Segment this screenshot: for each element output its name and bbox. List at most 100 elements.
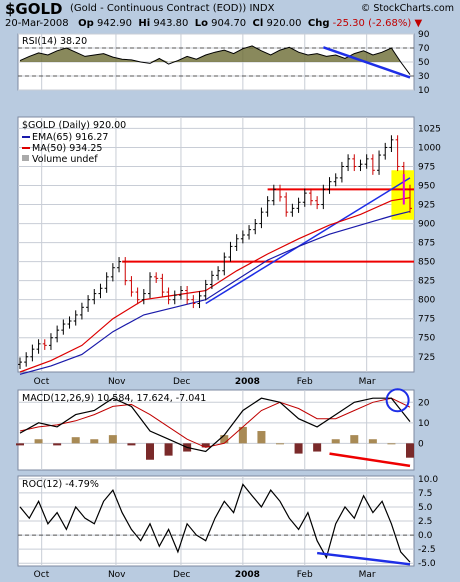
y-tick-label: 7.5 xyxy=(418,489,432,499)
chg-value: -25.30 (-2.68%) xyxy=(332,18,412,29)
volume-legend-swatch xyxy=(22,155,29,161)
y-tick-label: 30 xyxy=(418,72,430,82)
y-tick-label: 5.0 xyxy=(418,503,433,513)
x-tick-label: Dec xyxy=(173,377,190,387)
macd-histogram-bar xyxy=(387,443,396,445)
roc-trend-line xyxy=(316,551,411,566)
macd-trend-line xyxy=(329,452,411,468)
y-tick-label: 950 xyxy=(418,182,435,192)
y-tick-label: 775 xyxy=(418,315,435,325)
macd-histogram-bar xyxy=(350,435,359,444)
macd-histogram-bar xyxy=(276,443,284,445)
price-trend-line xyxy=(205,177,411,305)
x-tick-label: Dec xyxy=(173,570,190,580)
ema-legend-label: EMA(65) 916.27 xyxy=(32,132,108,143)
x-tick-label: 2008 xyxy=(235,570,260,580)
macd-histogram-bar xyxy=(238,426,247,444)
x-tick-label: Feb xyxy=(297,570,313,580)
close-value: 920.00 xyxy=(266,18,302,29)
macd-histogram-bar xyxy=(127,443,136,446)
y-tick-label: 90 xyxy=(418,30,430,40)
macd-panel xyxy=(17,389,415,471)
y-tick-label: 70 xyxy=(418,44,430,54)
y-tick-label: 725 xyxy=(418,353,435,363)
macd-histogram-bar xyxy=(34,439,43,444)
roc-title: ROC(12) -4.79% xyxy=(22,479,99,490)
roc-line xyxy=(19,483,411,563)
y-tick-label: 1025 xyxy=(418,124,441,134)
macd-histogram-bar xyxy=(53,443,62,446)
macd-histogram-bar xyxy=(406,443,414,458)
macd-histogram-bar xyxy=(108,435,117,444)
high-value: 943.80 xyxy=(153,18,189,29)
macd-highlight-circle xyxy=(385,388,410,413)
macd-histogram-bar xyxy=(220,435,229,444)
ma-legend-label: MA(50) 934.25 xyxy=(32,143,102,154)
y-tick-label: 825 xyxy=(418,277,435,287)
y-tick-label: 850 xyxy=(418,258,435,268)
x-tick-label: Oct xyxy=(34,570,50,580)
macd-histogram-bar xyxy=(313,443,322,452)
x-tick-label: Nov xyxy=(108,570,126,580)
y-tick-label: 0.0 xyxy=(418,531,433,541)
macd-histogram-bar xyxy=(71,437,80,444)
ema65-line xyxy=(19,210,411,375)
macd-histogram-bar xyxy=(16,443,24,446)
macd-histogram-bar xyxy=(201,443,210,448)
open-value: 942.90 xyxy=(97,18,133,29)
macd-line xyxy=(19,397,411,453)
macd-histogram-bar xyxy=(368,439,377,444)
low-label: Lo xyxy=(194,18,208,29)
y-tick-label: -2.5 xyxy=(418,545,436,555)
y-tick-label: -5.0 xyxy=(418,559,436,569)
y-tick-label: 875 xyxy=(418,239,435,249)
y-tick-label: 50 xyxy=(418,58,430,68)
macd-histogram-bar xyxy=(90,439,99,444)
y-tick-label: 10.0 xyxy=(418,475,438,485)
macd-histogram-bar xyxy=(146,443,154,460)
macd-histogram-bar xyxy=(257,431,266,444)
volume-legend-label: Volume undef xyxy=(32,154,98,165)
macd-signal-line xyxy=(19,397,411,448)
y-tick-label: 2.5 xyxy=(418,517,432,527)
open-label: Op xyxy=(78,18,94,29)
quote-line: 20-Mar-2008 Op 942.90 Hi 943.80 Lo 904.7… xyxy=(5,18,422,29)
brand-watermark: © StockCharts.com xyxy=(360,3,454,14)
symbol-description: (Gold - Continuous Contract (EOD)) INDX xyxy=(70,3,275,14)
y-tick-label: 800 xyxy=(418,296,435,306)
ma50-line xyxy=(19,197,411,373)
low-value: 904.70 xyxy=(211,18,247,29)
macd-histogram-bar xyxy=(164,443,173,456)
macd-histogram-bar xyxy=(294,443,303,454)
x-tick-label: Mar xyxy=(359,377,376,387)
rsi-title: RSI(14) 38.20 xyxy=(22,36,87,47)
y-tick-label: 0 xyxy=(418,439,424,449)
y-tick-label: 1000 xyxy=(418,143,441,153)
down-arrow-icon: ▼ xyxy=(414,18,423,29)
symbol-title: $GOLD xyxy=(5,0,63,18)
x-tick-label: Nov xyxy=(108,377,126,387)
y-tick-label: 10 xyxy=(418,419,430,429)
x-tick-label: Mar xyxy=(359,570,376,580)
chg-label: Chg xyxy=(307,18,330,29)
price-title: $GOLD (Daily) 920.00 xyxy=(22,120,126,131)
y-tick-label: 975 xyxy=(418,162,435,172)
x-tick-label: Feb xyxy=(297,377,313,387)
rsi-line xyxy=(19,45,411,75)
close-label: Cl xyxy=(252,18,264,29)
y-tick-label: 10 xyxy=(418,86,430,96)
y-tick-label: 925 xyxy=(418,201,435,211)
macd-title: MACD(12,26,9) 10.584, 17.624, -7.041 xyxy=(22,393,206,404)
x-tick-label: 2008 xyxy=(235,377,260,387)
y-tick-label: 20 xyxy=(418,398,430,408)
rsi-trend-line xyxy=(322,46,411,79)
price-highlight-box xyxy=(391,170,414,220)
y-tick-label: 900 xyxy=(418,220,435,230)
x-tick-label: Oct xyxy=(34,377,50,387)
quote-date: 20-Mar-2008 xyxy=(5,18,69,29)
high-label: Hi xyxy=(138,18,151,29)
rsi-fill-area xyxy=(20,45,410,62)
y-tick-label: 750 xyxy=(418,334,435,344)
